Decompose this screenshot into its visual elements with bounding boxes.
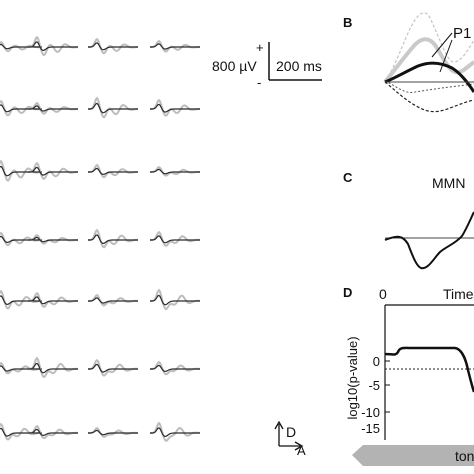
electrode-dark-trace bbox=[28, 166, 78, 176]
electrode-dark-trace bbox=[150, 168, 200, 175]
electrode-dark-trace bbox=[88, 297, 138, 304]
electrode-grey-trace bbox=[0, 361, 43, 375]
electrode-grey-trace bbox=[88, 96, 138, 119]
panel-b-grey-mean bbox=[383, 37, 474, 84]
dorsal-arrow-head bbox=[274, 420, 284, 430]
panel-b-pointer-2 bbox=[439, 39, 453, 73]
electrode-dark-trace bbox=[0, 43, 42, 50]
electrode-dark-trace bbox=[0, 427, 42, 437]
electrode-dark-trace bbox=[0, 365, 42, 372]
anterior-arrow-head bbox=[294, 441, 304, 451]
electrode-dark-trace bbox=[150, 427, 200, 438]
electrode-grey-trace bbox=[28, 424, 78, 440]
electrode-grey-trace bbox=[0, 422, 42, 441]
electrode-grey-trace bbox=[28, 291, 78, 308]
electrode-grey-trace bbox=[88, 293, 138, 307]
panel-b-peak-label: P1 bbox=[453, 25, 471, 42]
electrode-dark-trace bbox=[88, 234, 138, 245]
electrode-grey-trace bbox=[150, 360, 200, 376]
panel-d-ylabel: log10(p-value) bbox=[345, 336, 360, 419]
panel-b-lower-bound-dark bbox=[384, 81, 474, 113]
electrode-dark-trace bbox=[150, 43, 200, 50]
panel-d-banner bbox=[352, 445, 474, 466]
electrode-grey-trace bbox=[150, 421, 200, 442]
electrode-dark-trace bbox=[28, 41, 78, 52]
electrode-grey-trace bbox=[150, 39, 200, 53]
scale-time-label: 200 ms bbox=[276, 58, 322, 74]
panel-c: C MMN bbox=[343, 170, 474, 270]
scale-bar: + - 800 µV 200 ms bbox=[212, 40, 322, 90]
scale-plus: + bbox=[256, 40, 264, 55]
panel-c-mmn-trace bbox=[384, 211, 474, 270]
electrode-grey-trace bbox=[150, 230, 200, 247]
panel-d-y-tick-label: -5 bbox=[368, 378, 380, 393]
electrode-dark-trace bbox=[150, 294, 200, 306]
electrode-dark-trace bbox=[28, 236, 78, 243]
panel-b: B P1 bbox=[343, 12, 474, 113]
panel-d-y-tick-label: -10 bbox=[361, 405, 380, 420]
electrode-grey-trace bbox=[150, 288, 200, 311]
electrode-grey-trace bbox=[88, 163, 138, 179]
electrode-grey-trace bbox=[28, 356, 78, 379]
panel-c-label: MMN bbox=[432, 175, 465, 191]
electrode-grey-trace bbox=[88, 358, 138, 377]
electrode-grey-trace bbox=[88, 228, 138, 249]
panel-d-pvalue-trace bbox=[384, 346, 474, 393]
panel-d-x-zero: 0 bbox=[379, 286, 387, 302]
electrode-dark-trace bbox=[88, 167, 138, 176]
electrode-grey-trace bbox=[150, 98, 201, 117]
electrode-grey-trace bbox=[28, 161, 78, 180]
electrode-dark-trace bbox=[0, 165, 42, 177]
scale-voltage-label: 800 µV bbox=[212, 58, 257, 74]
electrode-dark-trace bbox=[150, 103, 200, 113]
panel-b-upper-bound bbox=[384, 12, 474, 81]
panel-d: D 0 Time 0 -5 -10-15 log10(p-value) ton bbox=[343, 285, 474, 466]
electrode-grey-trace bbox=[0, 289, 43, 310]
electrode-dark-trace bbox=[88, 42, 138, 51]
panel-d-xaxis-title: Time bbox=[443, 286, 474, 302]
electrode-dark-trace bbox=[0, 235, 42, 244]
electrode-dark-trace bbox=[150, 235, 200, 244]
electrode-dark-trace bbox=[88, 429, 138, 436]
electrode-dark-trace bbox=[0, 104, 42, 113]
electrode-dark-trace bbox=[28, 105, 78, 112]
dorsal-label: D bbox=[286, 424, 296, 440]
electrode-dark-trace bbox=[0, 295, 42, 306]
panel-c-letter: C bbox=[343, 170, 353, 185]
panel-b-dark-mean bbox=[384, 61, 474, 93]
electrode-dark-trace bbox=[88, 363, 138, 373]
panel-d-y-ticks: 0 -5 -10-15 bbox=[361, 354, 390, 436]
electrode-grey-trace bbox=[88, 37, 138, 55]
electrode-grey-trace bbox=[150, 165, 200, 177]
panel-b-pointer-1 bbox=[431, 32, 453, 58]
scale-minus: - bbox=[257, 75, 261, 90]
electrode-grid bbox=[0, 35, 201, 442]
electrode-dark-trace bbox=[28, 296, 78, 305]
panel-b-letter: B bbox=[343, 15, 352, 30]
electrode-dark-trace bbox=[28, 362, 78, 374]
panel-d-y-tick-label: -15 bbox=[361, 421, 380, 436]
panel-d-y-tick-label: 0 bbox=[373, 354, 380, 369]
anterior-label: A bbox=[297, 443, 306, 458]
panel-d-banner-text: ton bbox=[455, 448, 474, 464]
electrode-dark-trace bbox=[150, 364, 200, 373]
orientation-marker: D A bbox=[274, 420, 306, 458]
electrode-dark-trace bbox=[28, 428, 78, 437]
panel-b-lower-bound-grey bbox=[384, 80, 474, 94]
electrode-dark-trace bbox=[88, 102, 138, 114]
panel-d-letter: D bbox=[343, 285, 352, 300]
